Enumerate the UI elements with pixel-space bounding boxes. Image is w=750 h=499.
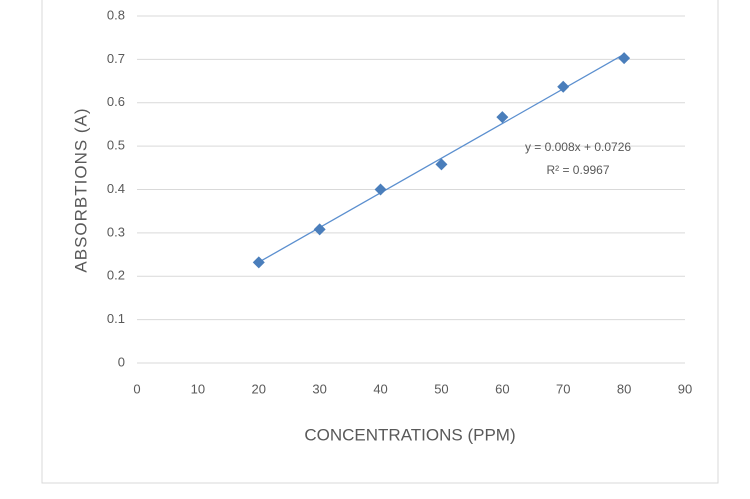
annotation: y = 0.008x + 0.0726 bbox=[525, 140, 631, 154]
x-tick-label: 90 bbox=[678, 381, 692, 396]
x-tick-label: 0 bbox=[133, 381, 140, 396]
point bbox=[496, 111, 509, 124]
y-tick-label: 0.5 bbox=[107, 138, 125, 153]
y-tick-label: 0 bbox=[118, 354, 125, 369]
annotation: R² = 0.9967 bbox=[546, 163, 609, 177]
point bbox=[374, 183, 387, 196]
point bbox=[618, 52, 631, 65]
x-tick-label: 80 bbox=[617, 381, 631, 396]
point bbox=[557, 80, 570, 93]
x-tick-label: 30 bbox=[312, 381, 326, 396]
x-tick-label: 70 bbox=[556, 381, 570, 396]
y-tick-label: 0.2 bbox=[107, 268, 125, 283]
x-tick-label: 60 bbox=[495, 381, 509, 396]
y-tick-label: 0.7 bbox=[107, 51, 125, 66]
x-tick-label: 20 bbox=[252, 381, 266, 396]
y-tick-label: 0.1 bbox=[107, 311, 125, 326]
x-tick-label: 10 bbox=[191, 381, 205, 396]
x-axis-label: CONCENTRATIONS (PPM) bbox=[304, 425, 515, 444]
y-axis-label: ABSORBTIONS (A) bbox=[71, 107, 90, 272]
x-tick-label: 50 bbox=[434, 381, 448, 396]
y-tick-label: 0.4 bbox=[107, 181, 125, 196]
x-tick-label: 40 bbox=[373, 381, 387, 396]
y-tick-label: 0.8 bbox=[107, 7, 125, 22]
y-tick-label: 0.3 bbox=[107, 224, 125, 239]
point bbox=[435, 158, 448, 171]
point bbox=[252, 256, 265, 269]
point bbox=[313, 223, 326, 236]
y-tick-label: 0.6 bbox=[107, 94, 125, 109]
chart-frame bbox=[41, 0, 719, 484]
